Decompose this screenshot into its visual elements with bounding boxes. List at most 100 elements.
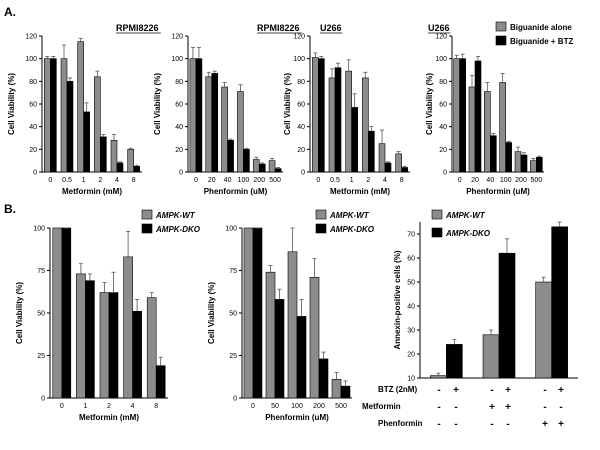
legend-b3-ampk-dko-label: AMPK-DKO <box>445 229 491 238</box>
bar-series1 <box>312 57 319 173</box>
y-tick-label: 120 <box>25 34 37 41</box>
x-tick-label: 200 <box>313 403 325 410</box>
treatment-row-label: BTZ (2nM) <box>378 385 417 394</box>
treatment-sign: - <box>490 385 493 396</box>
treatment-sign: - <box>559 402 562 413</box>
bar-series1 <box>328 77 336 173</box>
bar-series2 <box>296 316 307 399</box>
y-tick-label: 0 <box>443 170 447 177</box>
x-axis-label: Metformin (mM) <box>62 187 122 196</box>
x-tick-label: 0 <box>458 177 462 184</box>
treatment-sign: - <box>437 419 440 430</box>
bar-series2 <box>155 365 166 399</box>
bar-series2 <box>334 67 342 173</box>
x-tick-label: 200 <box>515 177 527 184</box>
bar-series2 <box>318 58 325 173</box>
bar-series2 <box>258 163 266 173</box>
chart-title: RPMI8226 <box>116 23 159 33</box>
y-tick-label: 120 <box>435 34 447 41</box>
y-tick-label: 0 <box>33 170 37 177</box>
bar-series2 <box>61 227 72 399</box>
chart-b3: 10 20 30 40 50 60 70 Annexin-positive cells (%) <box>393 221 578 383</box>
y-tick-label: 100 <box>293 56 305 63</box>
bar-series1 <box>77 41 84 173</box>
x-tick-label: 8 <box>154 403 158 410</box>
y-tick-label: 40 <box>407 304 415 311</box>
bar-series2 <box>83 111 90 173</box>
bar-series2 <box>133 166 140 173</box>
bar-series1 <box>362 77 369 173</box>
y-tick-label: 60 <box>29 102 37 109</box>
x-tick-label: 1 <box>83 403 87 410</box>
chart-a3: 0 20 40 60 80 100 120 Cell Viability (%) 0 0.5 1 2 4… <box>283 23 410 196</box>
bar-series1 <box>110 139 118 173</box>
bar-series1 <box>189 58 197 173</box>
bar-series2 <box>85 280 95 399</box>
x-tick-label: 200 <box>253 177 265 184</box>
y-tick-label: 40 <box>439 124 447 131</box>
treatment-sign: - <box>454 402 457 413</box>
x-tick-label: 40 <box>224 177 232 184</box>
bar-series2 <box>340 385 351 399</box>
x-tick-label: 500 <box>269 177 281 184</box>
y-tick-label: 0 <box>233 396 237 403</box>
x-tick-label: 4 <box>131 403 135 410</box>
legend-b3-ampk-wt-label: AMPK-WT <box>445 211 486 220</box>
y-axis-label: Cell Viability (%) <box>283 73 292 135</box>
y-tick-label: 75 <box>229 268 237 275</box>
bar-series2 <box>100 136 107 173</box>
bar-series1 <box>268 160 276 173</box>
legend-b1-ampk-dko-swatch <box>141 223 153 234</box>
y-tick-label: 80 <box>297 79 305 86</box>
bar-series2 <box>490 135 497 173</box>
y-tick-label: 20 <box>175 147 183 154</box>
legend-biguanide-btz-label: Biguanide + BTZ <box>510 37 573 46</box>
y-tick-label: 50 <box>407 280 415 287</box>
chart-a2: 0 20 40 60 80 100 120 Cell Viability (%) 0 20 40 10… <box>153 23 302 196</box>
x-tick-label: 40 <box>486 177 494 184</box>
bar-series2 <box>132 310 142 399</box>
bar-series1 <box>378 143 386 173</box>
treatment-sign: + <box>505 402 511 413</box>
y-tick-label: 0 <box>179 170 183 177</box>
bar-series2 <box>520 154 528 173</box>
y-tick-label: 40 <box>29 124 37 131</box>
bar-series1 <box>60 58 68 173</box>
bar-series2 <box>195 58 203 173</box>
y-axis-label: Annexin-positive cells (%) <box>393 250 402 349</box>
bar-series1 <box>127 149 134 173</box>
chart-b2: 0 25 50 75 100 Cell Viability (%) 0 50 100 200 500… <box>207 226 352 422</box>
legend-b1-ampk-wt-label: AMPK-WT <box>155 211 196 220</box>
x-axis-label: Metformin (mM) <box>79 413 139 422</box>
x-tick-label: 0 <box>316 177 320 184</box>
y-tick-label: 100 <box>33 226 45 233</box>
y-tick-label: 80 <box>29 79 37 86</box>
bar-series1 <box>146 297 157 399</box>
x-tick-label: 4 <box>383 177 387 184</box>
bar-series2 <box>368 130 375 173</box>
bar-series1 <box>345 70 352 173</box>
x-tick-label: 20 <box>471 177 479 184</box>
x-tick-label: 4 <box>115 177 119 184</box>
legend-b1-ampk-dko-label: AMPK-DKO <box>155 225 201 234</box>
treatment-sign: + <box>453 385 459 396</box>
treatment-sign: + <box>489 402 495 413</box>
x-tick-label: 0 <box>48 177 52 184</box>
y-tick-label: 20 <box>297 147 305 154</box>
bar-series1 <box>265 271 276 399</box>
treatment-sign: - <box>543 385 546 396</box>
y-tick-label: 40 <box>297 124 305 131</box>
y-tick-label: 100 <box>225 226 237 233</box>
bar-series2 <box>50 58 57 173</box>
treatment-row-label: Phenformin <box>378 419 423 428</box>
treatment-row-label: Metformin <box>362 402 401 411</box>
bar-series1 <box>52 227 63 399</box>
bar-series2 <box>252 227 263 399</box>
y-tick-label: 60 <box>407 256 415 263</box>
bar-series1 <box>76 273 86 399</box>
bar-series2 <box>459 58 466 173</box>
y-tick-label: 80 <box>175 79 183 86</box>
y-tick-label: 120 <box>171 34 183 41</box>
bar-series1 <box>331 378 342 399</box>
y-tick-label: 0 <box>301 170 305 177</box>
